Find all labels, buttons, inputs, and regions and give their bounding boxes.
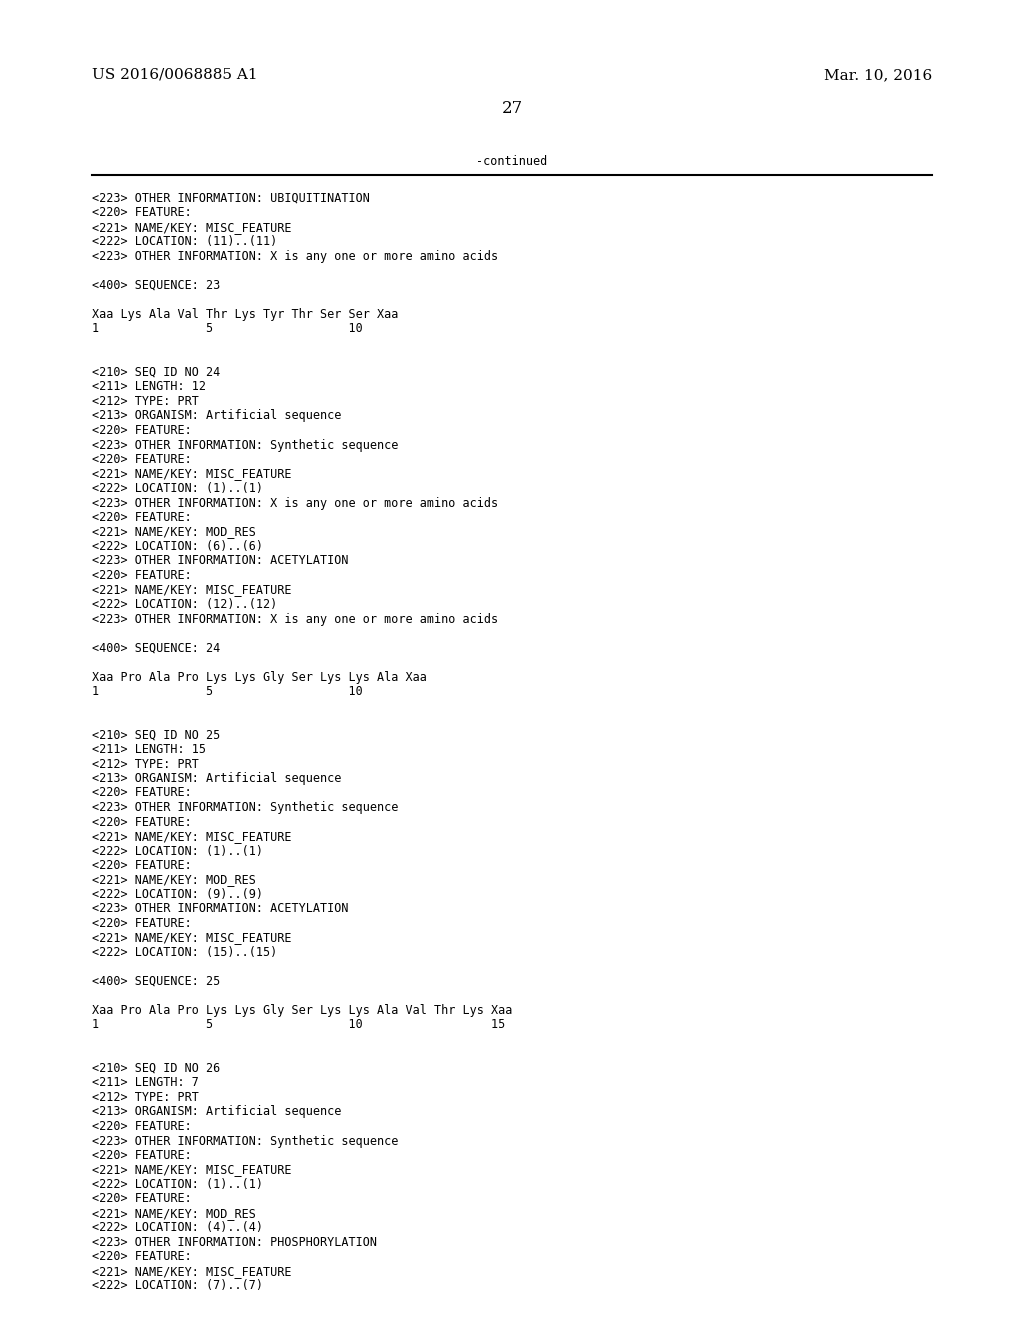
Text: <220> FEATURE:: <220> FEATURE:	[92, 1119, 191, 1133]
Text: <223> OTHER INFORMATION: Synthetic sequence: <223> OTHER INFORMATION: Synthetic seque…	[92, 1134, 398, 1147]
Text: <222> LOCATION: (6)..(6): <222> LOCATION: (6)..(6)	[92, 540, 263, 553]
Text: <222> LOCATION: (9)..(9): <222> LOCATION: (9)..(9)	[92, 888, 263, 902]
Text: <222> LOCATION: (1)..(1): <222> LOCATION: (1)..(1)	[92, 482, 263, 495]
Text: <220> FEATURE:: <220> FEATURE:	[92, 787, 191, 800]
Text: <220> FEATURE:: <220> FEATURE:	[92, 424, 191, 437]
Text: <221> NAME/KEY: MISC_FEATURE: <221> NAME/KEY: MISC_FEATURE	[92, 583, 292, 597]
Text: <222> LOCATION: (11)..(11): <222> LOCATION: (11)..(11)	[92, 235, 278, 248]
Text: Xaa Pro Ala Pro Lys Lys Gly Ser Lys Lys Ala Xaa: Xaa Pro Ala Pro Lys Lys Gly Ser Lys Lys …	[92, 671, 427, 684]
Text: <223> OTHER INFORMATION: PHOSPHORYLATION: <223> OTHER INFORMATION: PHOSPHORYLATION	[92, 1236, 377, 1249]
Text: <221> NAME/KEY: MISC_FEATURE: <221> NAME/KEY: MISC_FEATURE	[92, 467, 292, 480]
Text: <222> LOCATION: (12)..(12): <222> LOCATION: (12)..(12)	[92, 598, 278, 611]
Text: <223> OTHER INFORMATION: X is any one or more amino acids: <223> OTHER INFORMATION: X is any one or…	[92, 612, 498, 626]
Text: <221> NAME/KEY: MOD_RES: <221> NAME/KEY: MOD_RES	[92, 874, 256, 887]
Text: <223> OTHER INFORMATION: Synthetic sequence: <223> OTHER INFORMATION: Synthetic seque…	[92, 801, 398, 814]
Text: <220> FEATURE:: <220> FEATURE:	[92, 917, 191, 931]
Text: <222> LOCATION: (7)..(7): <222> LOCATION: (7)..(7)	[92, 1279, 263, 1292]
Text: <211> LENGTH: 12: <211> LENGTH: 12	[92, 380, 206, 393]
Text: <221> NAME/KEY: MISC_FEATURE: <221> NAME/KEY: MISC_FEATURE	[92, 1265, 292, 1278]
Text: <210> SEQ ID NO 26: <210> SEQ ID NO 26	[92, 1063, 220, 1074]
Text: <223> OTHER INFORMATION: UBIQUITINATION: <223> OTHER INFORMATION: UBIQUITINATION	[92, 191, 370, 205]
Text: <220> FEATURE:: <220> FEATURE:	[92, 1148, 191, 1162]
Text: <400> SEQUENCE: 25: <400> SEQUENCE: 25	[92, 975, 220, 987]
Text: <210> SEQ ID NO 25: <210> SEQ ID NO 25	[92, 729, 220, 742]
Text: <222> LOCATION: (1)..(1): <222> LOCATION: (1)..(1)	[92, 845, 263, 858]
Text: <220> FEATURE:: <220> FEATURE:	[92, 206, 191, 219]
Text: 1               5                   10: 1 5 10	[92, 322, 362, 335]
Text: <400> SEQUENCE: 23: <400> SEQUENCE: 23	[92, 279, 220, 292]
Text: <210> SEQ ID NO 24: <210> SEQ ID NO 24	[92, 366, 220, 379]
Text: <223> OTHER INFORMATION: ACETYLATION: <223> OTHER INFORMATION: ACETYLATION	[92, 903, 348, 916]
Text: <220> FEATURE:: <220> FEATURE:	[92, 569, 191, 582]
Text: <223> OTHER INFORMATION: X is any one or more amino acids: <223> OTHER INFORMATION: X is any one or…	[92, 496, 498, 510]
Text: Xaa Lys Ala Val Thr Lys Tyr Thr Ser Ser Xaa: Xaa Lys Ala Val Thr Lys Tyr Thr Ser Ser …	[92, 308, 398, 321]
Text: Mar. 10, 2016: Mar. 10, 2016	[823, 69, 932, 82]
Text: <221> NAME/KEY: MOD_RES: <221> NAME/KEY: MOD_RES	[92, 525, 256, 539]
Text: <221> NAME/KEY: MISC_FEATURE: <221> NAME/KEY: MISC_FEATURE	[92, 932, 292, 945]
Text: <220> FEATURE:: <220> FEATURE:	[92, 859, 191, 873]
Text: 27: 27	[502, 100, 522, 117]
Text: <223> OTHER INFORMATION: ACETYLATION: <223> OTHER INFORMATION: ACETYLATION	[92, 554, 348, 568]
Text: <220> FEATURE:: <220> FEATURE:	[92, 816, 191, 829]
Text: <220> FEATURE:: <220> FEATURE:	[92, 511, 191, 524]
Text: <220> FEATURE:: <220> FEATURE:	[92, 1192, 191, 1205]
Text: <212> TYPE: PRT: <212> TYPE: PRT	[92, 758, 199, 771]
Text: <213> ORGANISM: Artificial sequence: <213> ORGANISM: Artificial sequence	[92, 1106, 341, 1118]
Text: <221> NAME/KEY: MISC_FEATURE: <221> NAME/KEY: MISC_FEATURE	[92, 830, 292, 843]
Text: 1               5                   10: 1 5 10	[92, 685, 362, 698]
Text: <222> LOCATION: (15)..(15): <222> LOCATION: (15)..(15)	[92, 946, 278, 960]
Text: 1               5                   10                  15: 1 5 10 15	[92, 1019, 505, 1031]
Text: <212> TYPE: PRT: <212> TYPE: PRT	[92, 395, 199, 408]
Text: <222> LOCATION: (1)..(1): <222> LOCATION: (1)..(1)	[92, 1177, 263, 1191]
Text: <211> LENGTH: 7: <211> LENGTH: 7	[92, 1077, 199, 1089]
Text: <221> NAME/KEY: MISC_FEATURE: <221> NAME/KEY: MISC_FEATURE	[92, 1163, 292, 1176]
Text: <220> FEATURE:: <220> FEATURE:	[92, 1250, 191, 1263]
Text: <220> FEATURE:: <220> FEATURE:	[92, 453, 191, 466]
Text: <212> TYPE: PRT: <212> TYPE: PRT	[92, 1092, 199, 1104]
Text: <400> SEQUENCE: 24: <400> SEQUENCE: 24	[92, 642, 220, 655]
Text: <223> OTHER INFORMATION: X is any one or more amino acids: <223> OTHER INFORMATION: X is any one or…	[92, 249, 498, 263]
Text: -continued: -continued	[476, 154, 548, 168]
Text: <213> ORGANISM: Artificial sequence: <213> ORGANISM: Artificial sequence	[92, 772, 341, 785]
Text: <222> LOCATION: (4)..(4): <222> LOCATION: (4)..(4)	[92, 1221, 263, 1234]
Text: US 2016/0068885 A1: US 2016/0068885 A1	[92, 69, 258, 82]
Text: <221> NAME/KEY: MISC_FEATURE: <221> NAME/KEY: MISC_FEATURE	[92, 220, 292, 234]
Text: Xaa Pro Ala Pro Lys Lys Gly Ser Lys Lys Ala Val Thr Lys Xaa: Xaa Pro Ala Pro Lys Lys Gly Ser Lys Lys …	[92, 1005, 512, 1016]
Text: <221> NAME/KEY: MOD_RES: <221> NAME/KEY: MOD_RES	[92, 1206, 256, 1220]
Text: <211> LENGTH: 15: <211> LENGTH: 15	[92, 743, 206, 756]
Text: <213> ORGANISM: Artificial sequence: <213> ORGANISM: Artificial sequence	[92, 409, 341, 422]
Text: <223> OTHER INFORMATION: Synthetic sequence: <223> OTHER INFORMATION: Synthetic seque…	[92, 438, 398, 451]
